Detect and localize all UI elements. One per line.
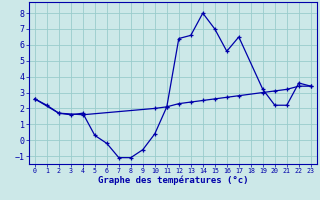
X-axis label: Graphe des températures (°c): Graphe des températures (°c): [98, 176, 248, 185]
